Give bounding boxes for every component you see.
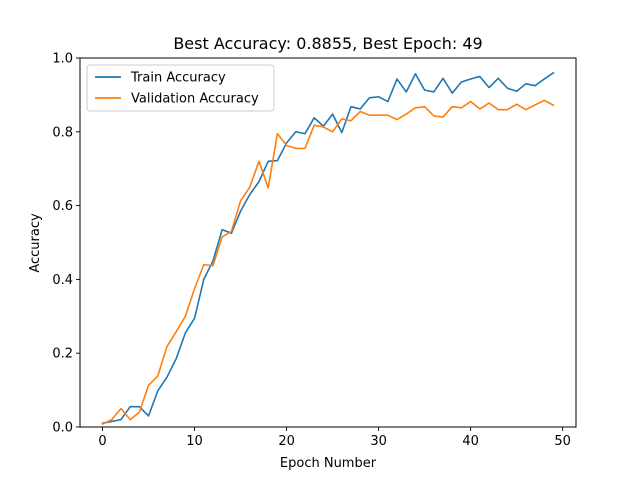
legend-label-1: Validation Accuracy	[131, 92, 259, 107]
x-axis-title: Epoch Number	[280, 456, 377, 471]
x-tick-label: 20	[278, 434, 295, 449]
y-tick-label: 0.4	[52, 273, 73, 288]
chart-title: Best Accuracy: 0.8855, Best Epoch: 49	[173, 34, 482, 53]
y-tick-label: 0.8	[52, 125, 73, 140]
legend-label-0: Train Accuracy	[130, 71, 226, 86]
x-tick-label: 0	[98, 434, 106, 449]
legend-box	[86, 64, 275, 112]
y-tick-label: 0.6	[52, 199, 73, 214]
y-axis-title: Accuracy	[28, 213, 43, 273]
series-line-1	[101, 99, 555, 426]
x-tick-label: 40	[462, 434, 479, 449]
series-line-0	[101, 71, 555, 425]
axes-frame	[79, 57, 577, 428]
y-tick-label: 1.0	[52, 52, 73, 67]
x-tick-label: 10	[186, 434, 203, 449]
y-tick-label: 0.2	[52, 347, 73, 362]
y-tick-label: 0.0	[52, 421, 73, 436]
x-tick-label: 30	[370, 434, 387, 449]
x-tick-label: 50	[554, 434, 571, 449]
legend: Train Accuracy Validation Accuracy	[86, 64, 275, 112]
axes: 0 10 20 30 40 50 0.0 0.2 0.4 0.6 0.8 1.0	[52, 52, 577, 449]
plot-area	[101, 71, 555, 426]
